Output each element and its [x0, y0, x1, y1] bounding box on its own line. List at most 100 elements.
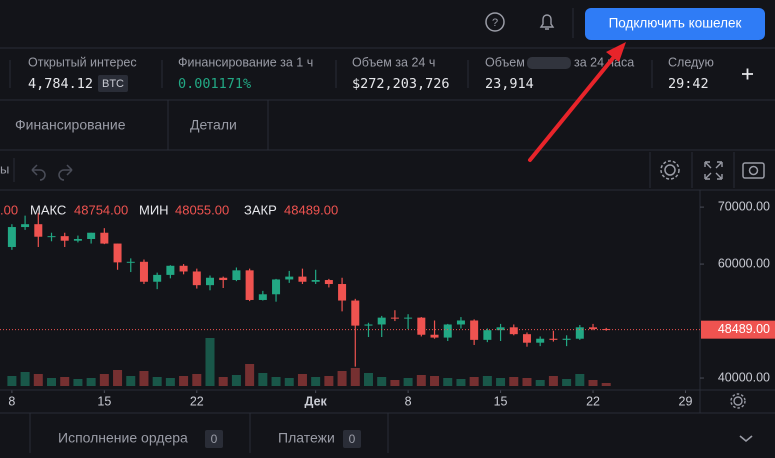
- volume-bar: [33, 374, 43, 386]
- candle-body: [166, 265, 175, 275]
- settings-icon[interactable]: [664, 164, 676, 176]
- x-tick-label: 29: [679, 394, 693, 408]
- candle-body: [219, 277, 228, 281]
- candle-body: [47, 236, 56, 238]
- volume-bar: [363, 373, 373, 386]
- candle-body: [575, 327, 584, 339]
- candle-body: [272, 279, 281, 295]
- connect-wallet-button[interactable]: [585, 8, 765, 40]
- volume-bar: [152, 377, 162, 386]
- redo-icon[interactable]: [58, 164, 73, 181]
- volume-bar: [139, 371, 149, 386]
- last-price-label: 48489.00: [718, 322, 770, 336]
- stat-value: 0.001171%: [178, 76, 251, 92]
- volume-bar: [535, 380, 545, 386]
- stat-value: $272,203,726: [352, 76, 450, 92]
- candle-body: [522, 334, 531, 343]
- candle-body: [34, 224, 43, 237]
- stat-label: Объем: [485, 55, 525, 69]
- volume-bar: [337, 371, 347, 386]
- camera-icon[interactable]: [742, 162, 765, 179]
- candle-body: [377, 317, 386, 325]
- candle-body: [126, 261, 135, 263]
- x-tick-label: 22: [190, 394, 204, 408]
- volume-bar: [192, 374, 202, 386]
- help-icon[interactable]: [485, 12, 505, 32]
- x-tick-label: 15: [97, 394, 111, 408]
- volume-bar: [311, 377, 321, 386]
- candle-body: [404, 317, 413, 319]
- stat-label: Следую: [668, 55, 714, 69]
- candle-body: [258, 294, 267, 300]
- candle-body: [589, 327, 598, 330]
- volume-bar: [218, 377, 228, 386]
- ohlc-value: 48754.00: [74, 202, 128, 217]
- candle-body: [338, 284, 347, 301]
- candlestick-chart: 70000.00 60000.00 40000.00 8 15 22 Дек 8 15 22 29 4…: [0, 190, 775, 413]
- undo-icon[interactable]: [31, 164, 46, 181]
- axis-settings-icon[interactable]: [733, 396, 743, 406]
- ohlc-label: МАКС: [30, 202, 66, 217]
- volume-bar: [469, 377, 479, 386]
- candle-body: [549, 338, 558, 340]
- candle-body: [192, 271, 201, 286]
- volume-bar: [86, 378, 96, 386]
- x-tick-label: 8: [405, 394, 412, 408]
- candle-body: [285, 276, 294, 280]
- volume-bar: [99, 374, 109, 386]
- y-tick-label: 60000.00: [718, 256, 770, 270]
- ohlc-value: .00: [0, 202, 18, 217]
- volume-bar: [403, 378, 413, 386]
- tab[interactable]: Детали: [190, 117, 237, 133]
- collapse-icon[interactable]: [739, 435, 753, 443]
- volume-bar: [430, 376, 440, 386]
- fullscreen-icon[interactable]: [704, 161, 723, 180]
- camera-lens: [748, 165, 759, 176]
- ohlc-value: 48055.00: [175, 202, 229, 217]
- stat-value: 23,914: [485, 76, 534, 92]
- help-glyph: ?: [492, 17, 498, 29]
- volume-bar: [416, 375, 426, 386]
- badge: [205, 430, 223, 448]
- bell-icon[interactable]: [539, 14, 555, 30]
- stat-value: 29:42: [668, 76, 709, 92]
- volume-bar: [456, 379, 466, 386]
- stat-value: 4,784.12: [28, 76, 93, 92]
- candle-body: [311, 280, 320, 282]
- volume-bar: [575, 374, 585, 386]
- candle-body: [496, 327, 505, 331]
- bottom-tab[interactable]: Платежи: [278, 430, 335, 446]
- volume-bar: [443, 378, 453, 386]
- volume-bar: [297, 374, 307, 386]
- add-button[interactable]: [742, 68, 753, 80]
- candle-body: [364, 324, 373, 326]
- candle-body: [73, 239, 82, 241]
- volume-bar: [73, 379, 83, 386]
- tab[interactable]: Финансирование: [15, 117, 126, 133]
- candle-body: [324, 280, 333, 285]
- volume-bar: [390, 380, 400, 386]
- candle-body: [206, 277, 214, 286]
- volume-bar: [377, 377, 387, 386]
- candle-body: [153, 274, 162, 282]
- volume-bar: [113, 370, 123, 386]
- toolbar-text: ы: [0, 161, 9, 176]
- badge-text: 0: [211, 432, 218, 446]
- candle-body: [232, 270, 241, 281]
- candle-body: [21, 224, 30, 228]
- annotation-arrow: [528, 50, 620, 162]
- candle-body: [113, 243, 122, 263]
- y-tick-label: 70000.00: [718, 199, 770, 213]
- volume-bar: [7, 376, 17, 386]
- stat-label: Открытый интерес: [28, 55, 137, 69]
- volume-bar: [258, 373, 268, 386]
- volume-bar: [284, 378, 294, 386]
- x-tick-label: Дек: [305, 394, 328, 408]
- stat-label: Финансирование за 1 ч: [178, 55, 313, 69]
- volume-bar: [350, 368, 360, 386]
- connect-wallet-label: Подключить кошелек: [609, 16, 742, 31]
- bottom-tab[interactable]: Исполнение ордера: [58, 430, 188, 446]
- candle-body: [139, 261, 148, 282]
- volume-bar: [588, 380, 598, 386]
